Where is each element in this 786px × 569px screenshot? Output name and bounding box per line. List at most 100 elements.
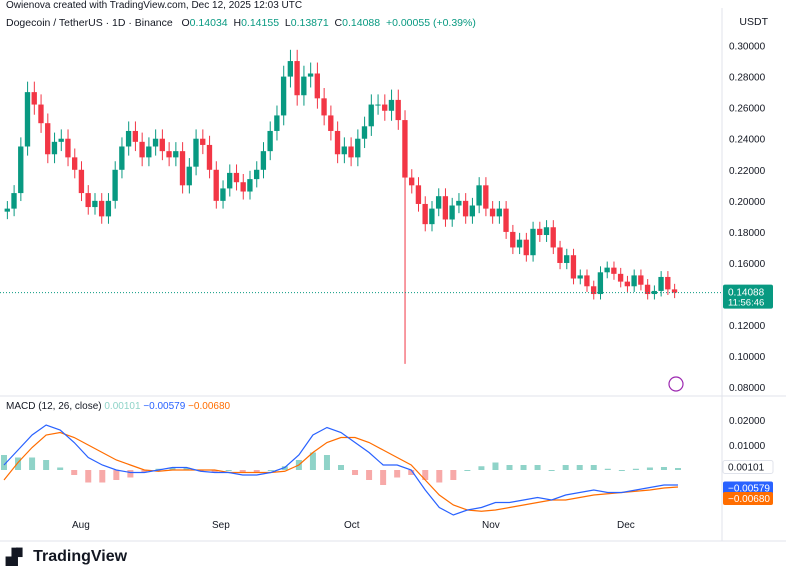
macd-histogram-bar <box>15 457 22 470</box>
candle <box>152 138 159 147</box>
price-grid <box>0 8 786 542</box>
lightning-icon <box>668 376 684 392</box>
candle <box>543 227 550 236</box>
price-tick-label: 0.10000 <box>729 352 766 363</box>
candle <box>11 193 17 209</box>
price-tick-label: 0.30000 <box>729 42 766 53</box>
macd-title[interactable]: MACD (12, 26, close) <box>6 401 102 412</box>
macd-histogram-bar <box>408 470 415 475</box>
macd-value-badge: −0.00579 <box>728 484 770 495</box>
macd-hist-badge: 0.00101 <box>728 463 765 474</box>
candle <box>45 123 51 155</box>
candles <box>0 49 722 364</box>
candle <box>456 200 462 206</box>
candle <box>382 104 388 111</box>
candle <box>132 130 138 142</box>
tradingview-logo-icon: ▟▘ <box>6 549 28 566</box>
macd-histogram-bar <box>155 468 162 470</box>
macd-histogram-bar <box>127 470 134 478</box>
macd-histogram-bar <box>394 470 401 478</box>
macd-histogram-bar <box>562 465 569 470</box>
macd-histogram-bar <box>618 470 625 471</box>
candle <box>341 146 347 155</box>
symbol-ohlc-bar: Dogecoin / TetherUS · 1D · Binance O0.14… <box>6 17 476 29</box>
candle <box>220 188 226 201</box>
price-tick-label: 0.22000 <box>729 166 766 177</box>
candle <box>624 281 631 287</box>
candle <box>38 104 44 124</box>
macd-histogram-bar <box>1 455 7 470</box>
last-price-badge <box>723 284 773 309</box>
macd-histogram-bar <box>141 470 148 473</box>
macd-histogram-bar <box>366 470 373 480</box>
axes: 0.30000 0.28000 0.26000 0.24000 0.22000 0.200… <box>72 42 774 531</box>
candle <box>294 61 300 96</box>
candle <box>611 267 617 274</box>
macd-hist-badge-bg <box>722 460 774 474</box>
macd-hist-value: 0.00101 <box>104 401 141 412</box>
macd-histogram-bar <box>169 467 176 470</box>
macd-histogram-bar <box>29 457 36 470</box>
macd-histogram-bar <box>267 470 274 471</box>
candle <box>570 255 577 279</box>
macd-line <box>3 424 678 516</box>
candle <box>449 205 455 220</box>
candle <box>24 92 31 147</box>
macd-histogram-bar <box>113 470 120 480</box>
macd-signal-line <box>3 431 679 512</box>
candle <box>287 61 294 77</box>
candle <box>409 177 415 186</box>
brand-name: TradingView <box>33 548 128 565</box>
price-tick-label: 0.18000 <box>729 228 766 239</box>
candle <box>510 231 516 248</box>
macd-histogram-bar <box>225 470 232 471</box>
candle <box>523 239 529 256</box>
macd-histogram-bar <box>675 468 681 470</box>
macd-histogram-bar <box>309 452 316 470</box>
macd-legend: MACD (12, 26, close) 0.00101 −0.00579 −0… <box>6 401 230 412</box>
candle <box>85 193 91 208</box>
macd-signal-badge-bg <box>723 492 773 505</box>
candle <box>18 146 24 194</box>
macd-histogram-bar <box>197 470 204 472</box>
candle <box>179 151 186 186</box>
macd-histogram-bar <box>576 465 583 470</box>
candle <box>92 200 98 208</box>
macd-signal-value: −0.00680 <box>188 401 231 412</box>
close-value: 0.14088 <box>342 17 381 29</box>
candle <box>442 196 449 220</box>
candle <box>72 157 78 170</box>
symbol-title[interactable]: Dogecoin / TetherUS · 1D · Binance <box>6 17 173 29</box>
candle <box>388 99 395 111</box>
candle <box>173 151 179 158</box>
candle <box>98 200 105 217</box>
time-tick-label: Dec <box>617 520 635 531</box>
candle <box>227 172 233 189</box>
open-value: 0.14034 <box>189 17 228 29</box>
candle <box>51 141 58 155</box>
macd-histogram-bar <box>450 470 457 480</box>
macd-histogram-bar <box>492 462 499 470</box>
currency-label[interactable]: USDT <box>739 16 768 28</box>
candle <box>429 208 435 225</box>
high-value: 0.14155 <box>241 17 280 29</box>
macd-histogram-bar <box>436 470 443 483</box>
candle <box>631 275 637 287</box>
macd-histogram-bar <box>57 467 64 470</box>
macd-histogram-bar <box>548 470 555 471</box>
macd-tick-label: 0.02000 <box>729 416 766 427</box>
candle <box>476 185 482 206</box>
candle <box>462 200 469 217</box>
macd-value-badge-bg <box>723 481 773 495</box>
candle <box>368 104 374 127</box>
candle <box>489 208 496 217</box>
macd-histogram-bar <box>323 455 330 470</box>
candle <box>112 169 118 201</box>
candle <box>644 284 651 295</box>
candle <box>590 286 597 295</box>
candle <box>159 138 165 152</box>
change-value: +0.00055 (+0.39%) <box>385 17 476 29</box>
macd-histogram-bar <box>239 470 246 473</box>
macd-histogram-bar <box>422 470 429 480</box>
